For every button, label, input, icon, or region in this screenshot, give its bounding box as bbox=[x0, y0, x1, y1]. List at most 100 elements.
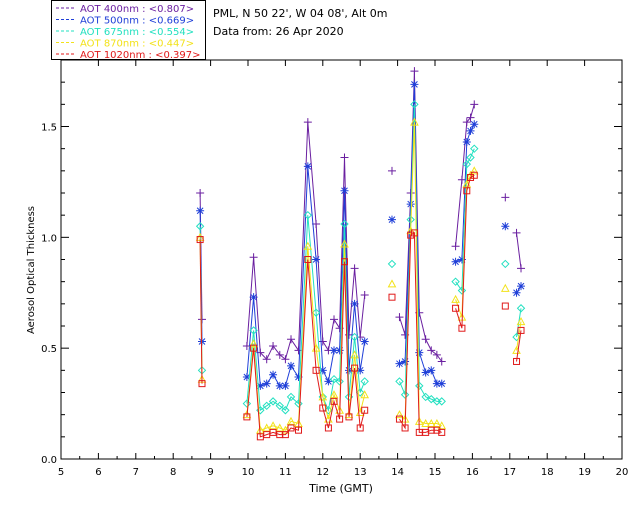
data-point bbox=[516, 304, 526, 313]
data-point bbox=[275, 423, 285, 432]
y-axis-label: Aerosol Optical Thickness bbox=[26, 206, 37, 334]
data-point bbox=[360, 377, 369, 386]
data-point bbox=[356, 424, 364, 432]
data-point bbox=[249, 326, 258, 335]
series-line bbox=[246, 259, 366, 438]
data-point bbox=[281, 381, 290, 390]
data-point bbox=[466, 126, 475, 135]
data-point bbox=[196, 236, 204, 244]
data-point bbox=[457, 175, 466, 184]
data-point bbox=[388, 293, 396, 301]
data-point bbox=[330, 397, 338, 405]
data-point bbox=[457, 255, 466, 264]
data-point bbox=[318, 337, 327, 346]
data-point bbox=[360, 290, 369, 299]
data-point bbox=[463, 187, 471, 195]
data-point bbox=[395, 415, 403, 423]
data-point bbox=[426, 418, 436, 428]
data-point bbox=[303, 118, 312, 127]
data-point bbox=[451, 294, 460, 303]
data-point bbox=[470, 144, 479, 153]
data-point bbox=[269, 370, 278, 379]
data-point bbox=[304, 256, 312, 263]
data-point bbox=[340, 186, 349, 195]
data-point bbox=[250, 344, 258, 352]
x-tick-label: 8 bbox=[170, 467, 176, 478]
data-point bbox=[410, 80, 419, 89]
data-point bbox=[198, 380, 206, 388]
y-tick-label: 0.0 bbox=[41, 455, 57, 466]
data-point bbox=[275, 350, 284, 359]
data-point bbox=[501, 222, 510, 231]
data-point bbox=[275, 381, 284, 390]
data-point bbox=[467, 173, 475, 181]
data-point bbox=[287, 361, 296, 370]
data-point bbox=[432, 418, 442, 428]
data-point bbox=[466, 113, 475, 122]
data-point bbox=[462, 118, 471, 127]
data-point bbox=[294, 372, 303, 381]
data-point bbox=[256, 381, 265, 390]
data-point bbox=[324, 377, 333, 386]
x-tick-label: 12 bbox=[316, 467, 329, 478]
data-point bbox=[432, 379, 441, 388]
series-line bbox=[516, 330, 522, 362]
data-point bbox=[387, 215, 396, 224]
data-point bbox=[438, 428, 446, 436]
series-line bbox=[516, 232, 522, 269]
data-point bbox=[286, 392, 296, 402]
data-point bbox=[437, 357, 446, 366]
data-point bbox=[401, 424, 409, 432]
data-point bbox=[340, 258, 348, 266]
data-point bbox=[262, 401, 271, 411]
data-point bbox=[360, 390, 370, 399]
data-point bbox=[395, 359, 404, 368]
y-tick-label: 1.0 bbox=[41, 233, 57, 244]
data-point bbox=[501, 259, 510, 269]
data-point bbox=[242, 399, 252, 408]
data-point bbox=[330, 346, 339, 355]
data-point bbox=[335, 346, 344, 355]
data-point bbox=[421, 368, 430, 377]
data-point bbox=[329, 390, 339, 399]
data-point bbox=[452, 304, 460, 312]
data-point bbox=[451, 242, 460, 251]
data-point bbox=[458, 324, 466, 332]
data-point bbox=[350, 350, 359, 359]
data-point bbox=[351, 364, 359, 372]
data-point bbox=[421, 335, 430, 344]
series-group bbox=[195, 67, 526, 441]
data-point bbox=[294, 426, 302, 434]
data-point bbox=[336, 415, 344, 423]
data-point bbox=[517, 264, 526, 273]
data-point bbox=[387, 279, 397, 288]
series-aot-870nm bbox=[195, 117, 526, 434]
data-point bbox=[303, 241, 313, 250]
data-point bbox=[415, 348, 424, 357]
data-point bbox=[500, 283, 510, 292]
data-point bbox=[407, 231, 415, 239]
site-header: PML, N 50 22', W 04 08', Alt 0m bbox=[213, 7, 387, 20]
data-point bbox=[294, 399, 303, 408]
x-tick-label: 18 bbox=[541, 467, 554, 478]
data-point bbox=[457, 286, 467, 295]
data-point bbox=[462, 159, 471, 169]
series-line bbox=[399, 84, 442, 385]
data-point bbox=[242, 372, 251, 381]
x-tick-label: 5 bbox=[58, 467, 64, 478]
data-point bbox=[286, 416, 296, 425]
data-point bbox=[400, 390, 410, 399]
data-point bbox=[513, 357, 521, 365]
data-point bbox=[410, 67, 419, 76]
data-point bbox=[350, 264, 359, 273]
data-point bbox=[340, 153, 349, 162]
data-point bbox=[451, 257, 460, 266]
series-aot-1020nm bbox=[196, 171, 525, 441]
data-point bbox=[335, 377, 344, 386]
data-point bbox=[415, 381, 424, 391]
legend-value: <0.397> bbox=[155, 50, 200, 61]
data-point bbox=[242, 410, 252, 419]
series-line bbox=[246, 122, 366, 361]
data-point bbox=[340, 219, 349, 229]
